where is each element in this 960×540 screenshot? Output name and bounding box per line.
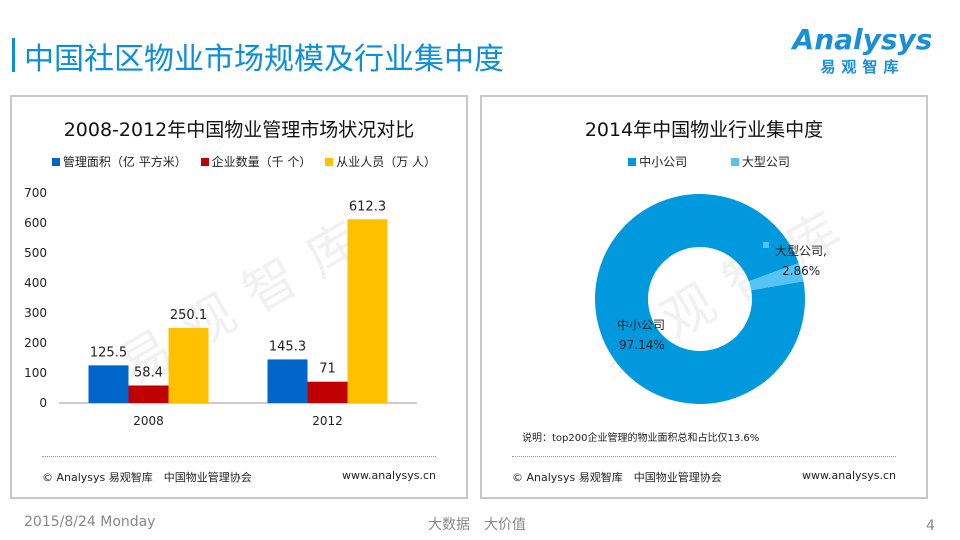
legend-label: 大型公司 <box>741 155 790 169</box>
data-label: 125.5 <box>90 345 127 360</box>
legend-label: 从业人员（万 人） <box>336 155 437 169</box>
donut-slice <box>748 263 804 291</box>
bar <box>128 385 169 403</box>
y-tick-label: 700 <box>24 186 47 200</box>
y-tick-label: 0 <box>39 396 47 410</box>
donut-chart-title: 2014年中国物业行业集中度 <box>584 119 824 141</box>
source-text: © Analysys 易观智库 中国物业管理协会 <box>42 471 252 484</box>
bar-chart-title: 2008-2012年中国物业管理市场状况对比 <box>63 119 415 141</box>
footer: © Analysys 易观智库 中国物业管理协会 www.analysys.cn <box>42 456 436 485</box>
url-text: www.analysys.cn <box>342 469 436 482</box>
y-tick-label: 600 <box>24 216 47 230</box>
page-title: 中国社区物业市场规模及行业集中度 <box>24 42 504 77</box>
bar-legend: 管理面积（亿 平方米） 企业数量（千 个） 从业人员（万 人） <box>12 153 466 170</box>
legend-label: 中小公司 <box>639 155 688 169</box>
data-label: 612.3 <box>349 199 386 214</box>
slice-label: 大型公司, <box>775 244 827 258</box>
data-label: 250.1 <box>170 308 207 323</box>
y-tick-label: 400 <box>24 276 47 290</box>
logo-subtext: 易观智库 <box>820 58 905 76</box>
slice-value: 97.14% <box>619 338 665 352</box>
bar-chart-panel: 易观智库 2008-2012年中国物业管理市场状况对比 管理面积（亿 平方米） … <box>10 95 468 499</box>
footer: © Analysys 易观智库 中国物业管理协会 www.analysys.cn <box>512 456 896 485</box>
bar-chart: 0 100 200 300 400 500 600 700 2008 125.5 58.4 250.1… <box>24 186 417 428</box>
title-accent-bar <box>12 38 15 72</box>
bar <box>168 327 209 403</box>
slice-label: 中小公司 <box>617 317 665 332</box>
url-text: www.analysys.cn <box>802 469 896 482</box>
legend-label: 企业数量（千 个） <box>211 155 312 169</box>
legend-swatch <box>628 158 637 166</box>
bar <box>347 219 388 403</box>
bar <box>307 381 348 403</box>
donut-chart: 中小公司 97.14% 大型公司, 2.86% <box>595 193 827 404</box>
legend-swatch <box>51 158 60 166</box>
bar <box>88 365 129 403</box>
donut-legend: 中小公司 大型公司 <box>482 153 926 170</box>
y-tick-label: 300 <box>24 306 47 320</box>
y-tick-label: 200 <box>24 336 47 350</box>
date-text: 2015/8/24 Monday <box>24 514 156 530</box>
data-label: 58.4 <box>134 365 163 380</box>
donut-slice <box>595 193 805 404</box>
y-tick-label: 100 <box>24 366 47 380</box>
logo-text: Analysys <box>792 23 933 56</box>
donut-chart-panel: 易观智库 2014年中国物业行业集中度 中小公司 大型公司 中小公司 97.14%… <box>480 95 928 499</box>
data-label: 145.3 <box>269 339 306 354</box>
page-number: 4 <box>926 518 935 534</box>
legend-swatch <box>325 158 334 166</box>
slice-marker <box>763 242 769 248</box>
x-tick-label: 2012 <box>312 414 343 428</box>
bar <box>267 359 308 403</box>
legend-swatch <box>200 158 209 166</box>
slice-value: 2.86% <box>782 264 820 278</box>
source-text: © Analysys 易观智库 中国物业管理协会 <box>512 471 722 484</box>
legend-swatch <box>730 158 739 166</box>
x-tick-label: 2008 <box>133 414 164 428</box>
data-label: 71 <box>319 362 336 377</box>
slogan-text: 大数据 大价值 <box>428 517 526 533</box>
chart-note: 说明：top200企业管理的物业面积总和占比仅13.6% <box>522 433 760 444</box>
legend-label: 管理面积（亿 平方米） <box>62 155 187 169</box>
y-tick-label: 500 <box>24 246 47 260</box>
analysys-logo: Analysys 易观智库 <box>790 24 935 84</box>
